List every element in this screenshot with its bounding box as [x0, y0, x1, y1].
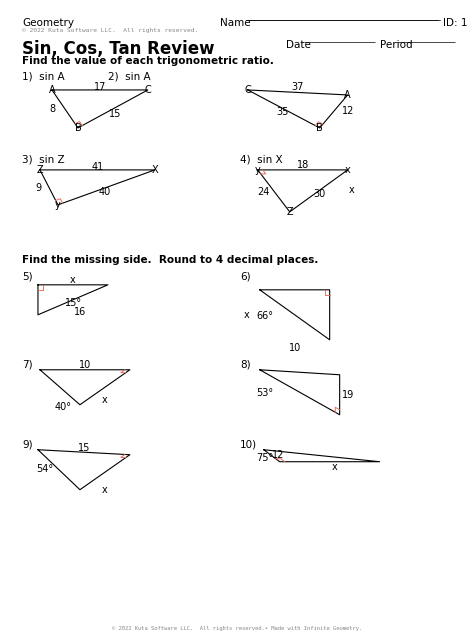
Text: Name: Name [220, 18, 250, 28]
Text: 3)  sin Z: 3) sin Z [22, 155, 64, 165]
Text: x: x [102, 485, 108, 495]
Text: Sin, Cos, Tan Review: Sin, Cos, Tan Review [22, 40, 214, 58]
Text: A: A [344, 90, 351, 100]
Text: 15: 15 [109, 109, 121, 119]
Text: x: x [102, 395, 108, 404]
Text: 16: 16 [74, 307, 86, 317]
Text: B: B [74, 123, 82, 133]
Text: 12: 12 [341, 106, 354, 116]
Text: 41: 41 [92, 162, 104, 172]
Text: 6): 6) [240, 272, 250, 282]
Text: 30: 30 [314, 189, 326, 199]
Text: 7): 7) [22, 360, 33, 370]
Text: 40: 40 [99, 187, 111, 197]
Text: 10: 10 [79, 360, 91, 370]
Text: x: x [349, 185, 355, 195]
Text: Period: Period [380, 40, 412, 50]
Text: x: x [345, 165, 351, 175]
Text: 8: 8 [49, 104, 55, 114]
Text: 40°: 40° [55, 402, 72, 412]
Text: 10: 10 [289, 343, 301, 353]
Text: 54°: 54° [36, 464, 54, 474]
Text: C: C [145, 85, 151, 95]
Text: 8): 8) [240, 360, 250, 370]
Text: 35: 35 [276, 107, 289, 117]
Text: 19: 19 [342, 390, 354, 400]
Text: 15: 15 [78, 443, 90, 453]
Text: X: X [152, 165, 158, 175]
Text: Find the value of each trigonometric ratio.: Find the value of each trigonometric rat… [22, 56, 274, 66]
Text: Z: Z [286, 207, 293, 217]
Text: 9): 9) [22, 440, 33, 450]
Text: Date: Date [286, 40, 310, 50]
Text: 15°: 15° [65, 298, 82, 308]
Text: 10): 10) [240, 440, 257, 450]
Text: Z: Z [36, 165, 43, 175]
Text: 4)  sin X: 4) sin X [240, 155, 283, 165]
Text: 9: 9 [35, 183, 41, 193]
Text: 24: 24 [257, 187, 270, 197]
Text: C: C [245, 85, 251, 95]
Text: © 2022 Kuta Software LLC.  All rights reserved.: © 2022 Kuta Software LLC. All rights res… [22, 28, 198, 33]
Text: x: x [70, 275, 76, 285]
Text: y: y [255, 165, 261, 175]
Text: 18: 18 [297, 160, 309, 170]
Text: Geometry: Geometry [22, 18, 74, 28]
Text: x: x [332, 462, 337, 471]
Text: Find the missing side.  Round to 4 decimal places.: Find the missing side. Round to 4 decima… [22, 255, 319, 265]
Text: y: y [55, 200, 61, 210]
Text: ID: 1: ID: 1 [443, 18, 467, 28]
Text: A: A [49, 85, 55, 95]
Text: 66°: 66° [256, 311, 273, 321]
Text: 53°: 53° [256, 388, 273, 398]
Text: 2)  sin A: 2) sin A [108, 72, 151, 82]
Text: 5): 5) [22, 272, 33, 282]
Text: 12: 12 [272, 450, 284, 459]
Text: © 2022 Kuta Software LLC.  All rights reserved.• Made with Infinite Geometry.: © 2022 Kuta Software LLC. All rights res… [112, 626, 362, 631]
Text: 75°: 75° [256, 453, 273, 463]
Text: x: x [244, 310, 250, 320]
Text: 1)  sin A: 1) sin A [22, 72, 64, 82]
Text: 37: 37 [292, 82, 304, 92]
Text: B: B [316, 123, 323, 133]
Text: 17: 17 [94, 82, 106, 92]
